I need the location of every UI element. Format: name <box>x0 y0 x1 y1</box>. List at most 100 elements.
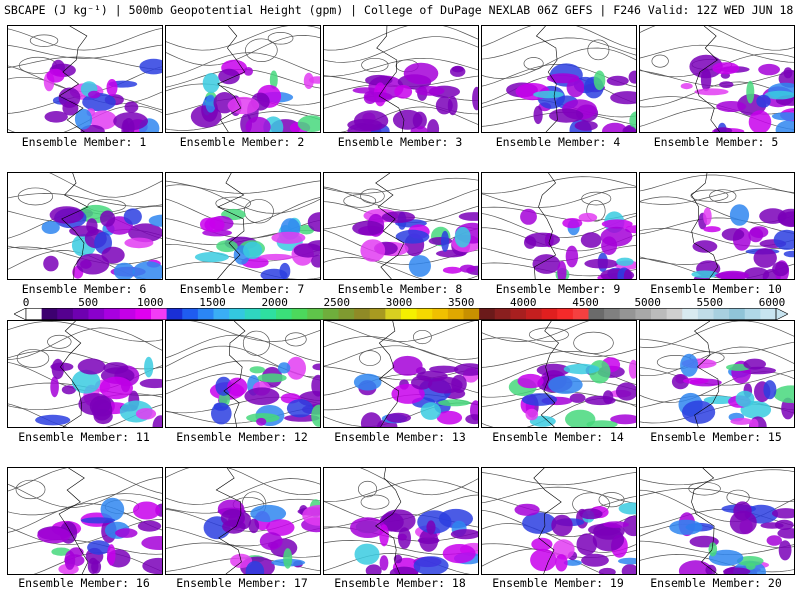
cape-area <box>442 544 476 564</box>
cape-area <box>88 90 101 99</box>
cape-area <box>248 518 260 534</box>
contour-line <box>482 37 636 60</box>
cape-area <box>563 363 600 375</box>
closed-contour <box>343 194 377 208</box>
cape-shading <box>506 63 636 132</box>
cape-area <box>580 232 602 248</box>
cape-area <box>271 231 306 244</box>
ensemble-member-label: Ensemble Member: 14 <box>492 430 624 444</box>
cape-area <box>87 540 111 555</box>
contour-line <box>324 57 478 77</box>
cape-area <box>417 510 452 534</box>
closed-contour <box>245 38 278 62</box>
cape-area <box>152 415 162 427</box>
colorbar-tick-label: 3500 <box>447 296 475 309</box>
cape-area <box>772 261 789 277</box>
cape-area <box>284 414 320 422</box>
contour-line <box>482 186 636 208</box>
closed-contour <box>523 57 544 70</box>
closed-contour <box>360 494 390 510</box>
colorbar-segment <box>744 308 761 320</box>
cape-area <box>360 412 382 427</box>
cape-area <box>735 390 755 407</box>
cape-area <box>124 101 139 113</box>
cape-area <box>719 81 734 88</box>
contour-line <box>8 193 162 207</box>
coastline <box>378 321 400 427</box>
colorbar-segment <box>322 308 340 320</box>
cape-area <box>91 399 113 421</box>
cape-area <box>43 255 59 272</box>
cape-area <box>391 383 425 404</box>
colorbar-segment <box>713 308 730 320</box>
contour-line <box>482 523 636 553</box>
coastline <box>60 321 82 427</box>
closed-contour <box>587 39 610 61</box>
cape-area <box>557 260 567 279</box>
closed-contour <box>29 34 59 47</box>
cape-area <box>77 358 106 375</box>
cape-area <box>760 522 784 529</box>
colorbar-tick-label: 2500 <box>323 296 351 309</box>
cape-area <box>721 228 745 241</box>
cape-area <box>514 503 540 516</box>
colorbar-frame <box>25 308 777 320</box>
contour-line <box>482 486 636 504</box>
colorbar-tick-label: 500 <box>78 296 99 309</box>
ensemble-member-label: Ensemble Member: 6 <box>21 282 147 296</box>
coastline <box>61 173 89 279</box>
colorbar-segment <box>651 308 668 320</box>
cape-area <box>392 109 423 130</box>
ensemble-member-map-2 <box>165 25 321 133</box>
cape-area <box>360 239 386 262</box>
ensemble-member-map-4 <box>481 25 637 133</box>
colorbar-segment <box>291 308 308 320</box>
cape-shading <box>190 59 320 132</box>
cape-area <box>211 402 232 425</box>
cape-area <box>243 67 253 76</box>
cape-area <box>708 549 744 566</box>
closed-contour <box>215 196 252 210</box>
cape-area <box>37 527 71 544</box>
ensemble-member-map-7 <box>165 172 321 280</box>
closed-contour <box>586 200 606 222</box>
height-contours <box>166 26 320 131</box>
colorbar-segment <box>604 308 621 320</box>
map-canvas <box>640 26 794 132</box>
cape-area <box>311 254 320 268</box>
contour-line <box>166 180 320 194</box>
cape-shading <box>37 497 162 574</box>
ensemble-member-map-18 <box>323 467 479 575</box>
cape-area <box>256 417 267 426</box>
cape-area <box>680 353 699 377</box>
cape-area <box>532 254 561 274</box>
cape-area <box>297 115 320 132</box>
ensemble-member-map-15 <box>639 320 795 428</box>
cape-area <box>249 366 265 374</box>
cape-area <box>730 417 753 425</box>
cape-area <box>763 380 777 400</box>
cape-area <box>610 91 636 105</box>
cape-area <box>629 111 636 130</box>
ensemble-member-map-13 <box>323 320 479 428</box>
contour-line <box>166 468 320 495</box>
contour-line <box>8 327 162 360</box>
cape-area <box>302 505 320 526</box>
cape-area <box>771 508 794 519</box>
cape-area <box>703 396 736 404</box>
cape-area <box>783 250 794 258</box>
ensemble-member-label: Ensemble Member: 1 <box>21 135 147 149</box>
contour-line <box>482 472 636 486</box>
cape-area <box>427 376 463 394</box>
colorbar-segment <box>213 308 230 320</box>
cape-area <box>411 375 433 390</box>
colorbar-segment <box>182 308 199 320</box>
cape-area <box>610 414 636 425</box>
cape-area <box>601 219 633 229</box>
cape-area <box>584 258 618 269</box>
cape-area <box>86 218 98 234</box>
map-canvas <box>166 173 320 279</box>
contour-line <box>166 526 320 547</box>
closed-contour <box>359 350 381 366</box>
contour-line <box>640 70 794 87</box>
